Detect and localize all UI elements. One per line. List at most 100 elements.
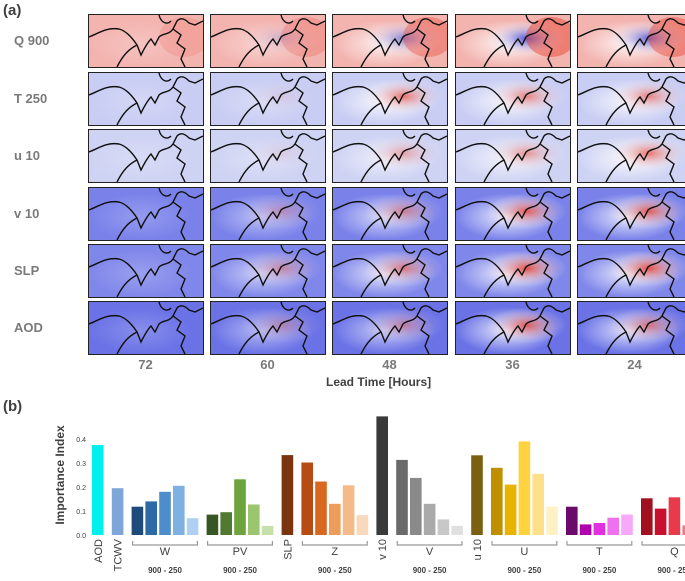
group-bracket-q: [641, 541, 685, 546]
group-label-pv: PV: [233, 546, 248, 558]
map-slp-60h: [210, 244, 326, 298]
y-tick-label: 0.4: [76, 437, 86, 444]
bar-w-3: [173, 485, 185, 535]
bar-u10-0: [471, 455, 483, 535]
map-t250-72h: [88, 72, 204, 126]
map-q900-36h: [455, 14, 571, 68]
y-tick-label: 0.0: [76, 533, 86, 540]
row-label-aod: AOD: [14, 320, 43, 335]
bar-w-2: [159, 491, 171, 535]
map-aod-24h: [577, 301, 685, 355]
bar-pv-1: [220, 512, 232, 535]
map-aod-60h: [210, 301, 326, 355]
group-label-t: T: [596, 546, 603, 558]
bar-v-3: [437, 519, 450, 535]
map-q900-60h: [210, 14, 326, 68]
group-label-tcwv: TCWV: [113, 538, 125, 571]
column-label-24h: 24: [627, 357, 642, 372]
bar-pv-0: [206, 514, 219, 535]
group-sublabel-pv: 900 - 250: [223, 566, 257, 575]
bar-aod-0: [92, 445, 104, 535]
group-label-aod: AOD: [93, 539, 105, 563]
map-u10-60h: [210, 129, 326, 183]
group-bracket-u: [491, 541, 558, 546]
map-aod-36h: [455, 301, 571, 355]
bar-v10-0: [376, 416, 388, 535]
column-label-36h: 36: [505, 357, 520, 372]
map-slp-72h: [88, 244, 204, 298]
group-label-q: Q: [670, 546, 679, 558]
bar-v-2: [423, 503, 436, 535]
group-label-slp: SLP: [282, 539, 294, 560]
group-sublabel-t: 900 - 250: [582, 566, 616, 575]
row-label-v10: v 10: [14, 206, 40, 221]
bar-v-1: [410, 477, 422, 535]
bar-q-2: [668, 497, 681, 535]
bar-pv-4: [261, 525, 274, 535]
map-v10-60h: [210, 187, 326, 241]
map-t250-48h: [332, 72, 448, 126]
column-label-48h: 48: [382, 357, 397, 372]
map-aod-72h: [88, 301, 204, 355]
row-label-u10: u 10: [14, 148, 41, 163]
y-axis-title: Importance Index: [53, 425, 67, 525]
map-u10-72h: [88, 129, 204, 183]
group-sublabel-v: 900 - 250: [413, 566, 447, 575]
map-u10-36h: [455, 129, 571, 183]
map-v10-36h: [455, 187, 571, 241]
bar-z-2: [329, 503, 341, 535]
bar-w-1: [145, 501, 157, 535]
bar-z-3: [342, 485, 355, 535]
bar-u-0: [491, 467, 503, 535]
group-label-v: V: [426, 546, 434, 558]
group-bracket-t: [566, 541, 633, 546]
map-q900-24h: [577, 14, 685, 68]
group-sublabel-z: 900 - 250: [318, 566, 352, 575]
map-u10-24h: [577, 129, 685, 183]
bar-u-1: [504, 484, 517, 535]
bar-w-0: [131, 506, 144, 535]
map-slp-36h: [455, 244, 571, 298]
bar-t-4: [621, 514, 633, 535]
y-tick-label: 0.1: [76, 509, 86, 516]
column-label-72h: 72: [138, 357, 153, 372]
group-bracket-v: [396, 541, 463, 546]
importance-bar-chart: Importance Index 0.0 0.1 0.2 0.3 0.4 AOD TCWV W 9…: [53, 416, 685, 575]
map-t250-36h: [455, 72, 571, 126]
row-label-slp: SLP: [14, 263, 40, 278]
bar-u-3: [532, 473, 544, 535]
map-t250-24h: [577, 72, 685, 126]
bar-z-4: [356, 515, 369, 535]
map-u10-48h: [332, 129, 448, 183]
map-slp-48h: [332, 244, 448, 298]
bar-tcwv-0: [111, 488, 124, 535]
row-label-t250: T 250: [14, 91, 48, 106]
bar-t-2: [593, 523, 606, 535]
column-label-60h: 60: [260, 357, 275, 372]
bar-u-4: [546, 506, 558, 535]
panel-a-label: (a): [3, 2, 22, 19]
group-sublabel-u: 900 - 250: [507, 566, 541, 575]
map-v10-48h: [332, 187, 448, 241]
map-q900-48h: [332, 14, 448, 68]
map-aod-48h: [332, 301, 448, 355]
map-slp-24h: [577, 244, 685, 298]
bar-q-3: [682, 525, 685, 535]
bar-t-3: [607, 517, 619, 535]
bar-u-2: [518, 441, 531, 535]
bar-slp-0: [281, 455, 294, 535]
map-t250-60h: [210, 72, 326, 126]
group-label-w: W: [160, 546, 171, 558]
bar-z-1: [315, 481, 327, 535]
bar-q-0: [641, 498, 653, 535]
y-tick-label: 0.3: [76, 461, 86, 468]
bar-w-4: [186, 518, 199, 535]
bar-t-1: [579, 524, 592, 535]
group-label-v10: v 10: [377, 539, 389, 560]
group-label-u10: u 10: [472, 539, 484, 560]
bar-pv-3: [248, 504, 260, 535]
bar-t-0: [566, 506, 578, 535]
bar-q-1: [654, 508, 667, 535]
map-q900-72h: [88, 14, 204, 68]
bar-v-4: [451, 525, 463, 535]
